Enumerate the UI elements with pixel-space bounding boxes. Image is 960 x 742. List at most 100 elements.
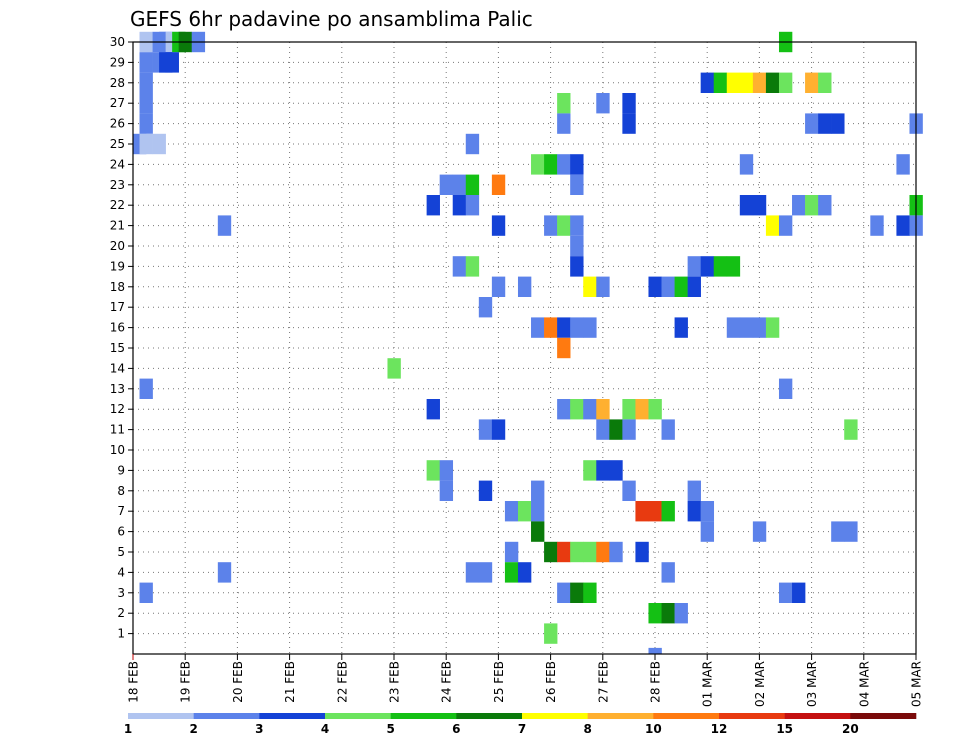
heatmap-cell xyxy=(491,174,506,195)
heatmap-cell xyxy=(557,113,571,134)
y-tick-label: 25 xyxy=(110,137,125,151)
y-tick-label: 7 xyxy=(117,504,125,518)
x-tick-label: 23 FEB xyxy=(388,661,402,703)
heatmap-cell xyxy=(726,72,741,93)
heatmap-cell xyxy=(570,154,584,175)
heatmap-cell xyxy=(648,501,662,522)
heatmap-cell xyxy=(831,521,845,542)
heatmap-cell xyxy=(700,72,715,93)
x-tick-label: 24 FEB xyxy=(440,661,454,703)
y-tick-label: 12 xyxy=(110,402,125,416)
heatmap-cell xyxy=(544,623,558,644)
x-tick-label: 05 MAR xyxy=(910,661,924,707)
chart-title: GEFS 6hr padavine po ansamblima Palic xyxy=(130,7,533,31)
heatmap-cell xyxy=(439,480,454,501)
colorbar-label: 1 xyxy=(124,722,132,736)
heatmap-cell xyxy=(674,317,688,338)
x-tick-label: 20 FEB xyxy=(231,661,245,703)
heatmap-cell xyxy=(818,113,832,134)
heatmap-cell xyxy=(739,195,754,216)
heatmap-cell xyxy=(465,174,480,195)
colorbar-swatch xyxy=(587,713,654,719)
heatmap-cell xyxy=(596,419,610,440)
heatmap-cell xyxy=(609,541,623,563)
y-tick-label: 8 xyxy=(117,484,125,498)
heatmap-cell xyxy=(778,582,793,603)
heatmap-cell xyxy=(778,72,793,93)
x-tick-label: 28 FEB xyxy=(649,661,663,703)
y-tick-label: 19 xyxy=(110,259,125,273)
y-tick-label: 1 xyxy=(117,627,125,641)
heatmap-cell xyxy=(504,562,519,583)
heatmap-cell xyxy=(583,399,597,420)
heatmap-cell xyxy=(517,501,532,522)
y-axis-ticks: 1234567891011121314151617181920212223242… xyxy=(110,35,133,641)
y-tick-label: 22 xyxy=(110,198,125,212)
x-tick-label: 21 FEB xyxy=(283,661,297,703)
y-tick-label: 21 xyxy=(110,219,125,233)
heatmap-cell xyxy=(531,317,545,338)
heatmap-cell xyxy=(674,276,688,297)
heatmap-cell xyxy=(570,174,584,195)
heatmap-cell xyxy=(661,419,675,440)
heatmap-cell xyxy=(517,562,532,583)
heatmap-cell xyxy=(805,195,819,216)
heatmap-cell xyxy=(544,215,558,236)
heatmap-cell xyxy=(570,582,584,603)
heatmap-cell xyxy=(765,215,780,236)
y-tick-label: 30 xyxy=(110,35,125,49)
y-tick-label: 28 xyxy=(110,76,125,90)
colorbar-swatch xyxy=(719,713,785,719)
heatmap-cell xyxy=(778,378,793,399)
y-tick-label: 20 xyxy=(110,239,125,253)
heatmap-cell xyxy=(792,582,806,603)
heatmap-cell xyxy=(596,276,610,297)
heatmap-cell xyxy=(557,317,571,338)
heatmap-cell xyxy=(139,582,153,603)
x-tick-label: 22 FEB xyxy=(335,661,349,703)
heatmap-cell xyxy=(426,195,440,216)
heatmap-cell xyxy=(752,72,767,93)
heatmap-cell xyxy=(713,72,728,93)
colorbar-label: 15 xyxy=(776,722,793,736)
heatmap-cell xyxy=(465,195,480,216)
colorbar-swatch xyxy=(390,713,457,719)
colorbar-swatch xyxy=(128,713,194,719)
x-tick-label: 19 FEB xyxy=(179,661,193,703)
heatmap-cell xyxy=(557,154,571,175)
heatmap-cell xyxy=(531,521,545,542)
colorbar-swatch xyxy=(653,713,720,719)
colorbar-swatch xyxy=(784,713,851,719)
heatmap-cell xyxy=(648,399,662,420)
heatmap-cell xyxy=(792,195,806,216)
heatmap-cell xyxy=(635,501,649,522)
heatmap-cell xyxy=(439,460,454,481)
heatmap-cell xyxy=(752,195,767,216)
heatmap-cell xyxy=(739,72,754,93)
heatmap-cell xyxy=(139,133,153,155)
heatmap-cell xyxy=(687,256,701,277)
heatmap-cell xyxy=(452,256,467,277)
colorbar-label: 8 xyxy=(583,722,591,736)
heatmap-cell xyxy=(478,297,493,318)
heatmap-cell xyxy=(217,215,232,236)
x-tick-label: 27 FEB xyxy=(596,661,610,703)
heatmap-cell xyxy=(478,480,493,501)
heatmap-cell xyxy=(583,317,597,338)
heatmap-cell xyxy=(583,460,597,481)
heatmap-cell xyxy=(622,419,636,440)
heatmap-cell xyxy=(570,256,584,277)
colorbar-label: 5 xyxy=(386,722,394,736)
heatmap-cell xyxy=(818,72,832,93)
x-tick-label: 03 MAR xyxy=(805,661,819,707)
y-tick-label: 26 xyxy=(110,117,125,131)
heatmap-cell xyxy=(139,378,153,399)
colorbar-swatch xyxy=(456,713,523,719)
colorbar-label: 10 xyxy=(645,722,662,736)
heatmap-cell xyxy=(596,541,610,563)
heatmap-cell xyxy=(570,235,584,257)
heatmap-cell xyxy=(426,460,440,481)
y-tick-label: 13 xyxy=(110,382,125,396)
y-tick-label: 23 xyxy=(110,178,125,192)
y-tick-label: 2 xyxy=(117,606,125,620)
